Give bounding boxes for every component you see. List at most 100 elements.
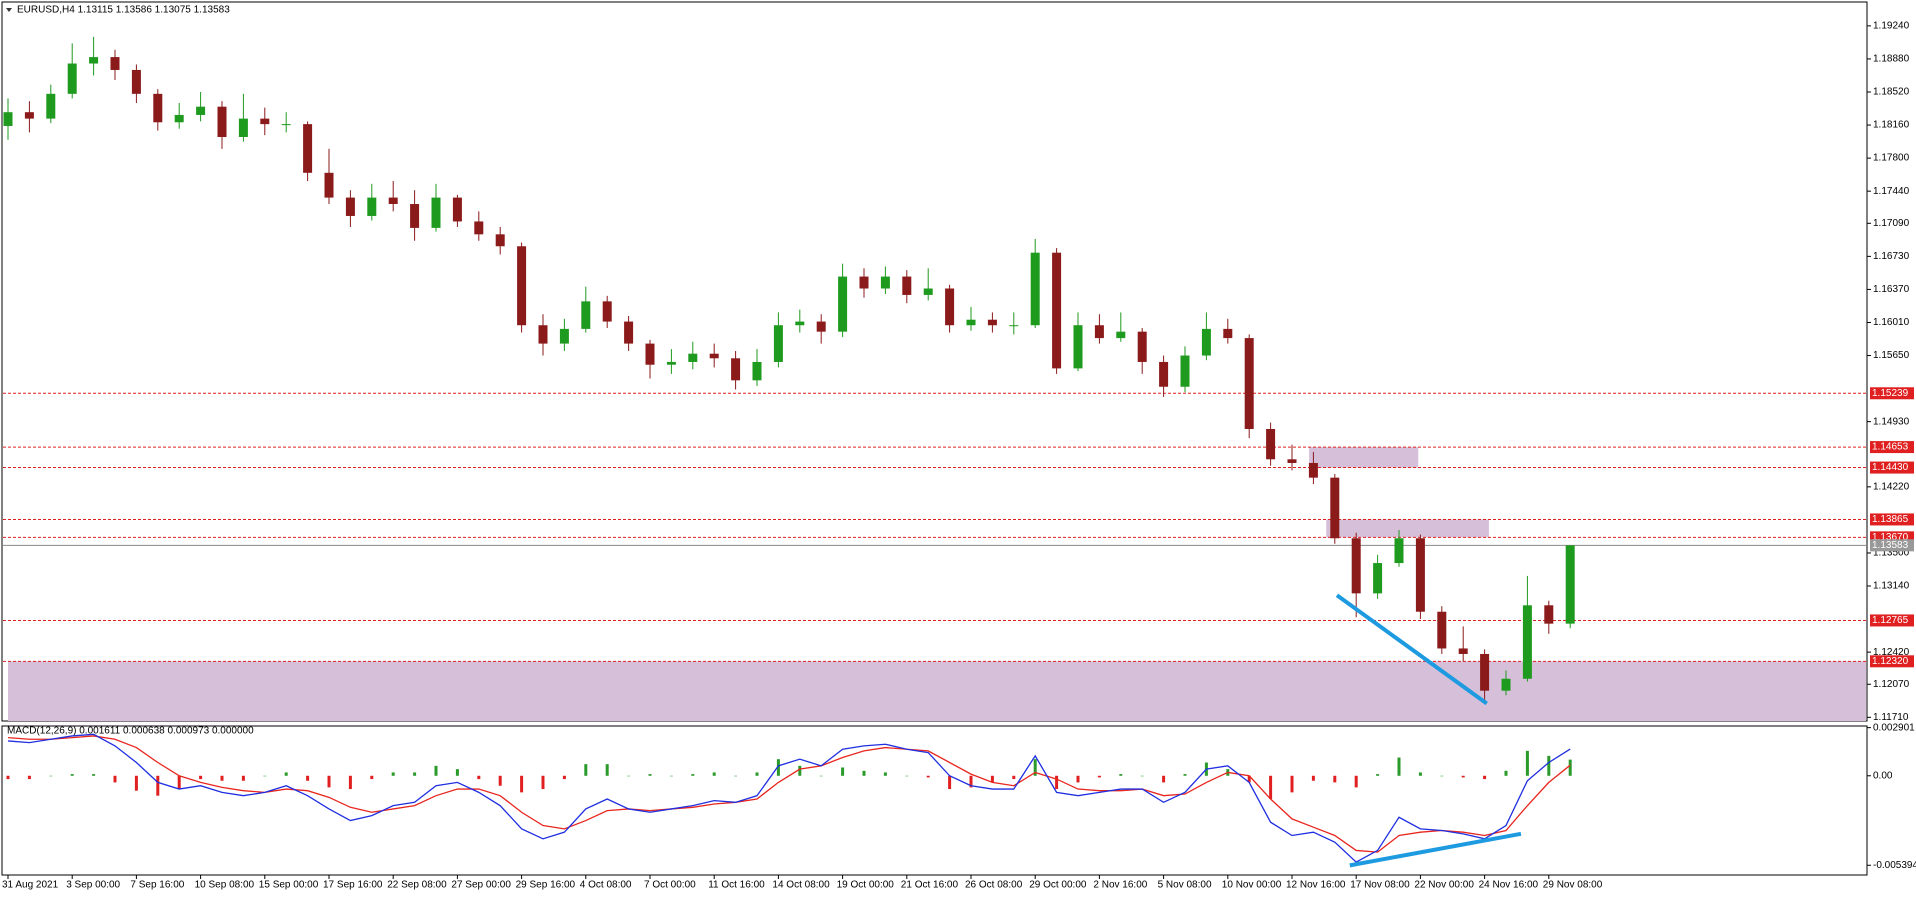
candle-body — [838, 276, 848, 332]
y-tick-label: 1.17800 — [1873, 153, 1910, 164]
y-tick-label: -0.005394 — [1873, 860, 1916, 871]
histogram-bar — [1397, 757, 1401, 776]
candle-body — [1308, 462, 1318, 478]
histogram-bar — [734, 775, 738, 777]
candle-body — [1180, 355, 1190, 387]
histogram-bar — [1097, 775, 1101, 778]
histogram-bar — [241, 775, 245, 781]
zone — [8, 661, 1866, 721]
histogram-bar — [1311, 775, 1315, 781]
candle-body — [1544, 605, 1554, 624]
histogram-bar — [798, 765, 802, 776]
histogram-bar — [92, 774, 96, 776]
candle-body — [131, 69, 141, 94]
histogram-bar — [1483, 775, 1487, 780]
histogram-bar — [391, 772, 395, 776]
y-tick-label: 1.16010 — [1873, 317, 1910, 328]
candle-body — [902, 276, 912, 295]
histogram-bar — [712, 772, 716, 776]
candle-body — [367, 197, 377, 216]
candle-body — [281, 124, 291, 126]
x-tick-label: 22 Nov 00:00 — [1414, 880, 1474, 891]
level-label: 1.12765 — [1872, 615, 1909, 626]
histogram-bar — [584, 764, 588, 776]
histogram-bar — [1269, 775, 1273, 799]
candle-body — [46, 93, 56, 119]
histogram-bar — [1076, 775, 1080, 783]
y-tick-label: 1.13140 — [1873, 581, 1910, 592]
y-tick-label: 0.002901 — [1873, 722, 1915, 733]
x-tick-label: 11 Oct 16:00 — [708, 880, 765, 891]
candle-body — [174, 114, 184, 123]
x-tick-label: 29 Oct 00:00 — [1029, 880, 1087, 891]
histogram-bar — [1461, 775, 1465, 778]
candle-body — [709, 353, 719, 359]
candle-body — [1437, 611, 1447, 649]
macd-label: MACD(12,26,9) 0.001611 0.000638 0.000973… — [7, 726, 254, 737]
candle-body — [1094, 325, 1104, 339]
level-tag — [1870, 441, 1914, 454]
histogram-bar — [648, 774, 652, 776]
histogram-bar — [113, 775, 117, 783]
candle-body — [923, 288, 933, 295]
level-label: 1.12320 — [1872, 656, 1909, 667]
y-tick-label: 1.12420 — [1873, 647, 1910, 658]
level-tag — [1870, 461, 1914, 474]
histogram-bar — [819, 775, 823, 777]
histogram-bar — [1012, 775, 1016, 780]
candle-body — [1159, 361, 1169, 387]
histogram-bar — [413, 772, 417, 776]
candle-body — [666, 361, 676, 365]
menu-arrow[interactable] — [6, 8, 12, 12]
histogram-bar — [926, 775, 930, 778]
candle-body — [731, 358, 741, 381]
histogram-bar — [49, 775, 53, 777]
zone — [1326, 519, 1489, 538]
histogram-bar — [434, 765, 438, 776]
level-label: 1.14430 — [1872, 462, 1909, 473]
y-tick-label: 1.15650 — [1873, 350, 1910, 361]
candle-body — [688, 353, 698, 362]
candle-body — [324, 172, 334, 198]
candle-body — [581, 301, 591, 329]
candle-body — [1522, 605, 1532, 679]
x-tick-label: 31 Aug 2021 — [2, 880, 59, 891]
candle-body — [1330, 477, 1340, 539]
histogram-bar — [1547, 755, 1551, 776]
histogram-bar — [1033, 759, 1037, 776]
histogram-bar — [1290, 775, 1294, 793]
candle-body — [773, 325, 783, 362]
histogram-bar — [669, 775, 673, 777]
x-tick-label: 17 Nov 08:00 — [1350, 880, 1410, 891]
x-tick-label: 29 Nov 08:00 — [1543, 880, 1603, 891]
histogram-bar — [520, 775, 524, 793]
candle-body — [645, 343, 655, 365]
histogram-bar — [477, 775, 481, 780]
histogram-bar — [306, 775, 310, 781]
histogram-bar — [990, 775, 994, 783]
candle-body — [795, 321, 805, 326]
candle-body — [1137, 331, 1147, 362]
histogram-bar — [1183, 774, 1187, 776]
y-tick-label: 1.14220 — [1873, 481, 1910, 492]
candle-body — [1030, 252, 1040, 326]
histogram-bar — [541, 775, 545, 790]
y-tick-label: 1.17440 — [1873, 186, 1910, 197]
y-tick-label: 1.18160 — [1873, 120, 1910, 131]
histogram-bar — [776, 759, 780, 776]
candle-body — [67, 63, 77, 94]
level-tag — [1870, 655, 1914, 668]
level-tag — [1870, 513, 1914, 526]
histogram-bar — [862, 770, 866, 776]
candle-body — [495, 234, 505, 247]
x-tick-label: 24 Nov 16:00 — [1479, 880, 1539, 891]
candle-body — [388, 197, 398, 205]
level-label: 1.13865 — [1872, 514, 1909, 525]
candle-body — [452, 197, 462, 222]
x-tick-label: 17 Sep 16:00 — [323, 880, 383, 891]
trendline — [1335, 593, 1488, 706]
y-tick-label: 0.00 — [1873, 770, 1893, 781]
x-tick-label: 29 Sep 16:00 — [516, 880, 576, 891]
signal-line — [7, 735, 1571, 853]
